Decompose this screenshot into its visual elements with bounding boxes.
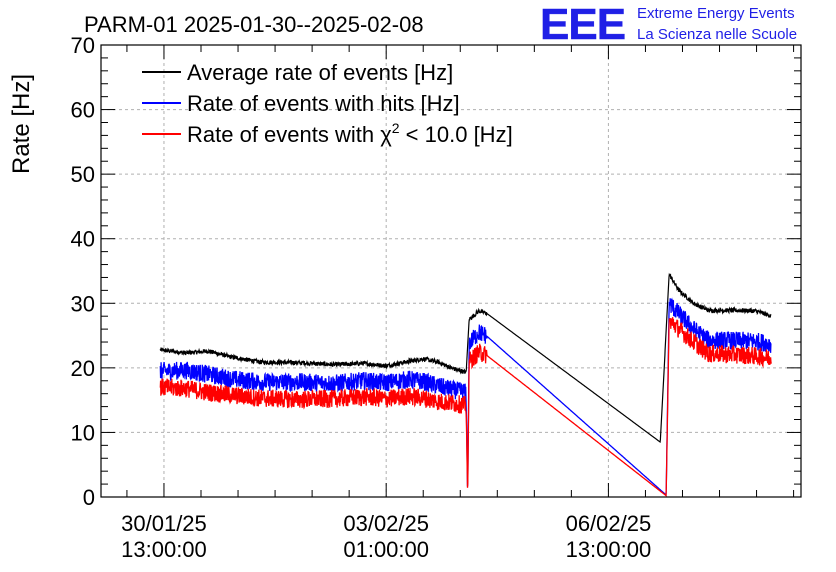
y-tick-label: 60 xyxy=(71,98,95,123)
y-tick-label: 50 xyxy=(71,162,95,187)
eee-logo-line1: Extreme Energy Events xyxy=(637,5,795,22)
x-tick-label-time: 13:00:00 xyxy=(566,537,652,562)
axes xyxy=(100,44,802,498)
gridlines xyxy=(101,45,801,497)
x-tick-label-date: 03/02/25 xyxy=(343,511,429,536)
tick-labels: 01020304050607030/01/2513:00:0003/02/250… xyxy=(71,33,652,562)
chart-title: PARM-01 2025-01-30--2025-02-08 xyxy=(84,12,424,37)
y-tick-label: 70 xyxy=(71,33,95,58)
x-tick-label-date: 06/02/25 xyxy=(566,511,652,536)
eee-logo-mark: EEE xyxy=(540,0,625,49)
legend: Average rate of events [Hz] Rate of even… xyxy=(142,60,513,147)
legend-label-average: Average rate of events [Hz] xyxy=(187,60,453,85)
y-tick-label: 10 xyxy=(71,420,95,445)
legend-label-chi2-sup: 2 xyxy=(392,120,400,136)
series-hits-line xyxy=(159,297,772,497)
y-axis-label: Rate [Hz] xyxy=(8,74,35,174)
eee-logo: EEE Extreme Energy Events La Scienza nel… xyxy=(540,0,797,49)
series-chi2-line xyxy=(159,317,772,497)
eee-logo-line2: La Scienza nelle Scuole xyxy=(637,26,797,43)
legend-label-chi2: Rate of events with χ2 < 10.0 [Hz] xyxy=(187,120,513,147)
y-tick-label: 30 xyxy=(71,291,95,316)
legend-label-hits: Rate of events with hits [Hz] xyxy=(187,91,460,116)
x-tick-label-time: 01:00:00 xyxy=(343,537,429,562)
legend-label-chi2-suffix: < 10.0 [Hz] xyxy=(400,122,513,147)
series-group xyxy=(159,272,772,497)
plot-frame xyxy=(100,44,802,498)
y-tick-label: 40 xyxy=(71,227,95,252)
y-tick-label: 20 xyxy=(71,356,95,381)
y-tick-label: 0 xyxy=(83,485,95,510)
x-tick-label-time: 13:00:00 xyxy=(121,537,207,562)
x-tick-label-date: 30/01/25 xyxy=(121,511,207,536)
legend-label-chi2-main: Rate of events with χ xyxy=(187,122,392,147)
series-average-line xyxy=(159,272,772,444)
